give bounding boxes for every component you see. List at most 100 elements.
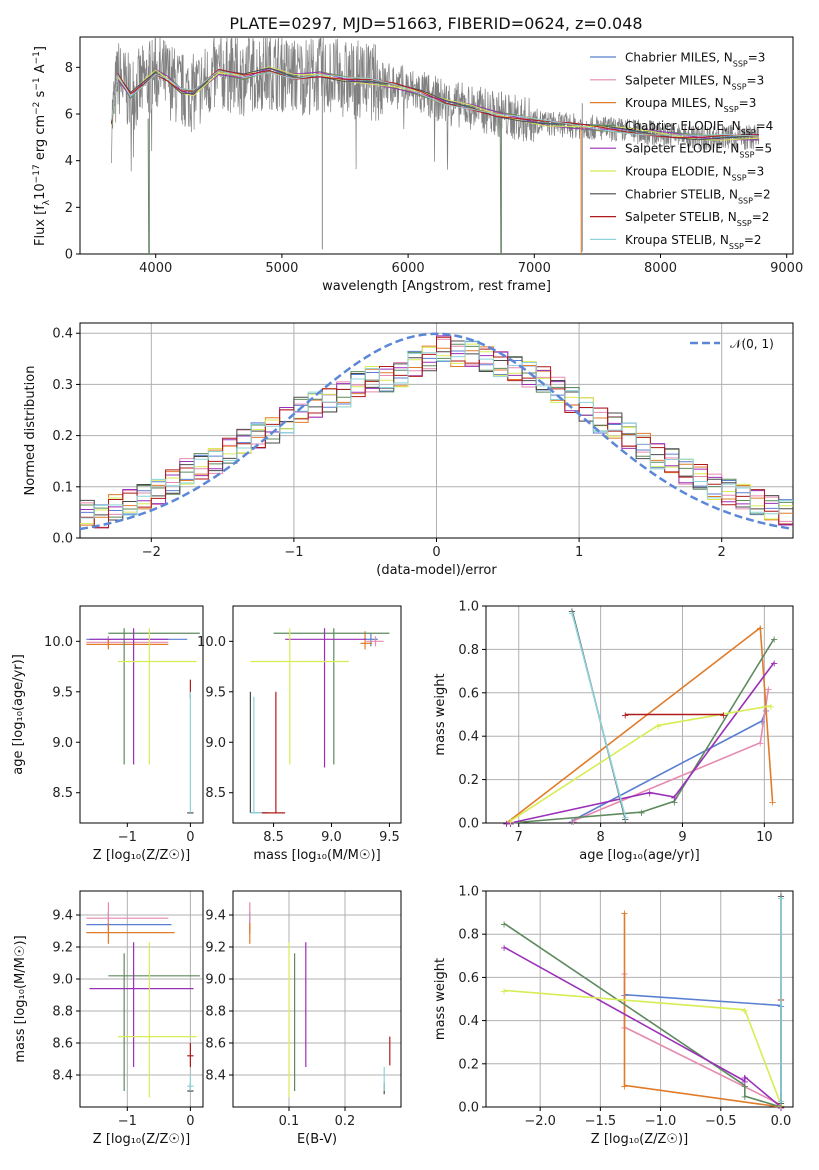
x-tick-label: 9 xyxy=(678,830,686,845)
y-label-part: −1 xyxy=(32,77,42,90)
y-tick-label: 9.2 xyxy=(205,941,226,956)
weight-line-salpeter-miles xyxy=(623,973,782,1106)
legend-label: Kroupa STELIB, NSSP=2 xyxy=(625,233,762,251)
weight-line-chabrier-elodie xyxy=(510,638,775,824)
y-axis-label: mass [log₁₀(M/M☉)] xyxy=(13,935,28,1062)
y-label-part: λ xyxy=(42,199,52,205)
y-tick-label: 8.8 xyxy=(205,1005,226,1020)
x-axis-label: E(B-V) xyxy=(297,1132,337,1147)
legend-label: Kroupa ELODIE, NSSP=3 xyxy=(625,165,764,183)
y-tick-label: 0.1 xyxy=(52,480,73,495)
y-label-part: Flux [f xyxy=(33,205,48,246)
weight-marker-salpeter-elodie: + xyxy=(777,1103,785,1114)
x-tick-label: 0 xyxy=(186,830,194,845)
spectrum-plot xyxy=(111,37,760,254)
legend-text-part: Chabrier STELIB, N xyxy=(625,187,738,201)
weight-marker-chabrier-stelib: + xyxy=(568,606,576,617)
weight-marker-salpeter-elodie: + xyxy=(646,789,654,800)
weight-marker-chabrier-miles: + xyxy=(568,817,576,828)
histogram-kroupa-stelib xyxy=(80,340,793,519)
legend-label: Salpeter ELODIE, NSSP=5 xyxy=(625,142,772,160)
y-tick-label: 9.0 xyxy=(52,736,73,751)
legend-text-part: =3 xyxy=(747,165,765,179)
legend-text-part: SSP xyxy=(732,173,747,182)
y-label-part: −2 xyxy=(32,102,42,115)
axes-frame xyxy=(232,605,402,824)
weight-line-chabrier-elodie xyxy=(503,922,782,1108)
x-axis-label: Z [log₁₀(Z/Z☉)] xyxy=(93,848,190,863)
weight-marker-kroupa-miles: + xyxy=(502,819,510,830)
legend-text-part: =5 xyxy=(754,142,772,156)
weight-marker-salpeter-elodie: + xyxy=(777,1103,785,1114)
axes-residuals: −2 −1 0 1 2 0.0 0.1 0.2 0.3 0.4 (data-model)/error… xyxy=(23,322,794,578)
legend-text-part: Kroupa STELIB, N xyxy=(625,233,729,247)
weight-marker-chabrier-stelib: + xyxy=(621,815,629,826)
weight-marker-salpeter-elodie: + xyxy=(500,943,508,954)
weight-marker-chabrier-stelib: + xyxy=(777,1099,785,1110)
legend-label: Chabrier ELODIE, NSSP=4 xyxy=(625,119,773,137)
x-axis-label: Z [log₁₀(Z/Z☉)] xyxy=(93,1132,190,1147)
axes-mass-vs-Z: −1 0 8.4 8.6 8.8 9.0 9.2 9.4 Z [log₁₀(Z/Z☉)] mass… xyxy=(13,890,204,1147)
legend-label: Chabrier STELIB, NSSP=2 xyxy=(625,187,771,205)
x-tick-label: 7 xyxy=(515,830,523,845)
weight-marker-chabrier-stelib: + xyxy=(777,891,785,902)
legend-text-part: Kroupa MILES, N xyxy=(625,96,724,110)
x-tick-label: 8000 xyxy=(644,261,677,276)
x-axis-label: mass [log₁₀(M/M☉)] xyxy=(253,848,380,863)
weight-marker-salpeter-miles: + xyxy=(764,684,772,695)
x-axis-label: wavelength [Angstrom, rest frame] xyxy=(322,279,551,294)
y-tick-label: 0.3 xyxy=(52,378,73,393)
y-axis-label: Normed distribution xyxy=(23,366,38,496)
x-tick-label: 9.0 xyxy=(321,830,342,845)
x-tick-label: 9000 xyxy=(770,261,803,276)
x-tick-label: 4000 xyxy=(139,261,172,276)
y-tick-label: 9.4 xyxy=(52,909,73,924)
y-label-part: 10 xyxy=(33,183,48,200)
axes-frame xyxy=(79,36,794,255)
weight-marker-kroupa-miles: + xyxy=(620,909,628,920)
x-axis-label: (data-model)/error xyxy=(376,563,497,578)
x-tick-label: 1 xyxy=(575,545,583,560)
x-tick-label: −2.0 xyxy=(524,1114,556,1129)
x-tick-label: 0 xyxy=(186,1114,194,1129)
weight-marker-salpeter-elodie: + xyxy=(506,819,514,830)
y-label-part: −17 xyxy=(32,164,42,183)
x-axis-label: age [log₁₀(age/yr)] xyxy=(579,848,700,863)
y-tick-label: 0.0 xyxy=(458,1101,479,1116)
weight-marker-kroupa-miles: + xyxy=(756,624,764,635)
legend-text-part: SSP xyxy=(733,59,748,68)
weight-marker-kroupa-stelib: + xyxy=(568,609,576,620)
y-tick-label: 9.0 xyxy=(205,973,226,988)
weight-marker-salpeter-elodie: + xyxy=(770,658,778,669)
y-tick-label: 0.2 xyxy=(52,429,73,444)
y-axis-label: age [log₁₀(age/yr)] xyxy=(11,654,26,775)
y-tick-label: 0.6 xyxy=(458,686,479,701)
axes-frame xyxy=(79,890,204,1108)
weight-marker-chabrier-miles: + xyxy=(758,717,766,728)
legend-text-part: Salpeter MILES, N xyxy=(625,73,732,87)
weight-marker-chabrier-elodie: + xyxy=(637,808,645,819)
y-tick-label: 9.4 xyxy=(205,909,226,924)
legend-text-part: =2 xyxy=(744,233,762,247)
weight-marker-chabrier-elodie: + xyxy=(777,1103,785,1114)
x-tick-label: −0.5 xyxy=(705,1114,737,1129)
legend-text-part: SSP xyxy=(739,150,754,159)
weight-line-salpeter-elodie xyxy=(503,946,782,1108)
y-tick-label: 8.4 xyxy=(205,1069,226,1084)
histogram-chabrier-stelib xyxy=(80,340,793,521)
elodie-blue-edge xyxy=(147,118,150,254)
y-tick-label: 8.6 xyxy=(52,1037,73,1052)
weight-marker-salpeter-elodie: + xyxy=(670,793,678,804)
axes-weight-vs-age: 7 8 9 100.00.20.40.60.81.0++++++++++++++++ +… xyxy=(433,600,794,863)
y-tick-label: 0.8 xyxy=(458,928,479,943)
y-tick-label: 0 xyxy=(65,248,73,263)
weight-line-kroupa-miles xyxy=(506,626,774,824)
weight-marker-chabrier-elodie: + xyxy=(741,1081,749,1092)
legend-label: Salpeter STELIB, NSSP=2 xyxy=(625,210,769,228)
x-tick-label: 10 xyxy=(756,830,773,845)
axes-frame xyxy=(79,605,204,824)
axes-frame xyxy=(485,605,794,824)
histogram-salpeter-stelib xyxy=(80,336,793,529)
y-label-part: A xyxy=(33,64,48,77)
